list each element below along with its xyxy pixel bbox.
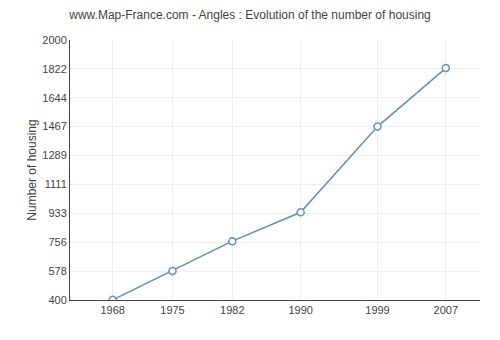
svg-text:1990: 1990	[288, 304, 312, 316]
svg-text:www.Map-France.com - Angles :: www.Map-France.com - Angles : Evolution …	[68, 8, 431, 22]
svg-text:1982: 1982	[220, 304, 244, 316]
svg-text:2007: 2007	[434, 304, 458, 316]
svg-text:1968: 1968	[100, 304, 124, 316]
svg-text:1644: 1644	[42, 92, 66, 104]
svg-text:1467: 1467	[42, 120, 66, 132]
svg-text:Number of housing: Number of housing	[25, 119, 39, 220]
svg-text:933: 933	[48, 207, 66, 219]
svg-text:1111: 1111	[45, 178, 67, 190]
svg-text:1822: 1822	[42, 63, 66, 75]
svg-text:2000: 2000	[42, 34, 66, 46]
svg-text:756: 756	[48, 236, 66, 248]
svg-text:1999: 1999	[365, 304, 389, 316]
svg-text:578: 578	[48, 265, 66, 277]
svg-text:400: 400	[48, 294, 66, 306]
svg-text:1289: 1289	[42, 149, 66, 161]
svg-text:1975: 1975	[160, 304, 184, 316]
